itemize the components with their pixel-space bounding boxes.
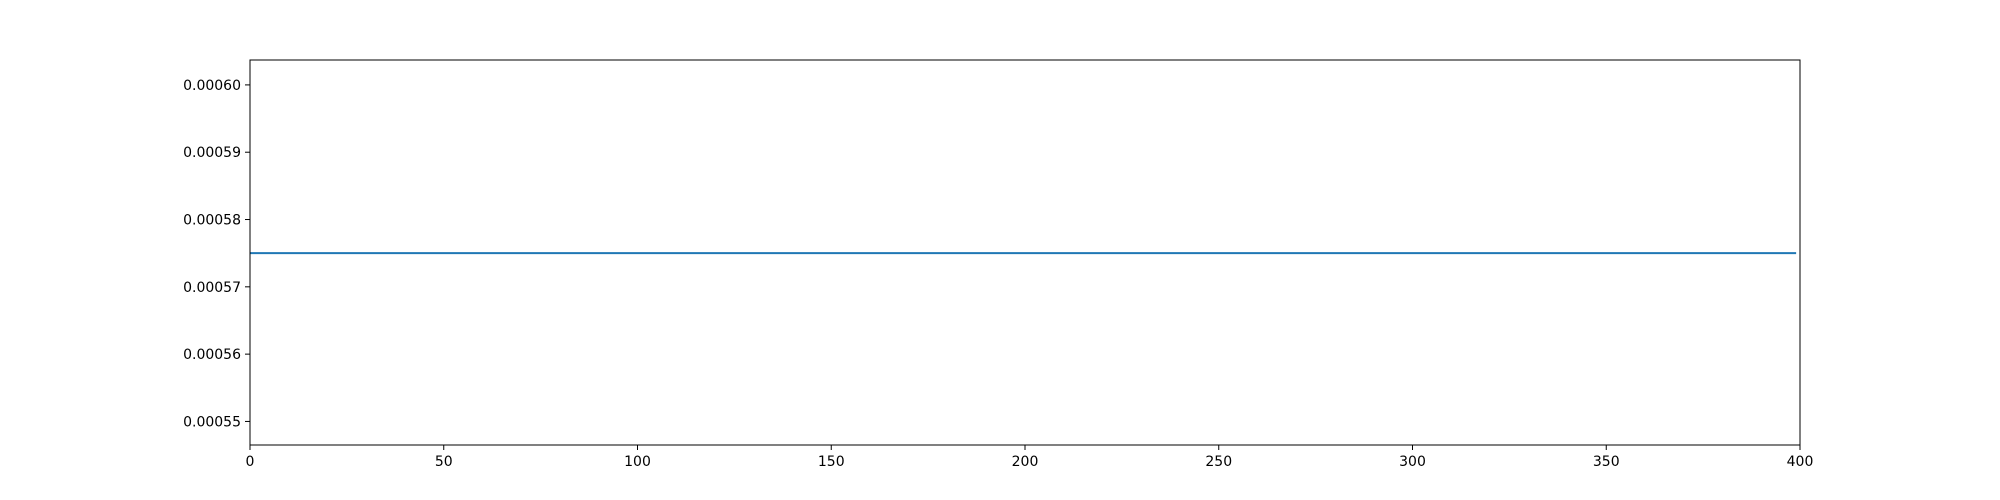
y-tick-label: 0.00056: [183, 347, 241, 363]
y-tick-label: 0.00058: [183, 213, 241, 229]
x-tick-label: 100: [624, 454, 651, 470]
x-tick-label: 350: [1593, 454, 1620, 470]
axes-frame: [249, 59, 1801, 446]
x-tick-label: 300: [1399, 454, 1426, 470]
y-tick-label: 0.00057: [183, 280, 241, 296]
y-tick-label: 0.00060: [183, 78, 241, 94]
x-tick-label: 50: [435, 454, 453, 470]
y-tick-label: 0.00059: [183, 145, 241, 161]
y-axis: 0.00055 0.00056 0.00057 0.00058 0.00059 0.000…: [183, 78, 250, 430]
x-tick-label: 400: [1787, 454, 1814, 470]
x-axis: 0 50 100 150 200 250 300 350 400: [246, 445, 1814, 470]
x-tick-label: 150: [818, 454, 845, 470]
x-tick-label: 0: [246, 454, 255, 470]
x-tick-label: 250: [1205, 454, 1232, 470]
y-tick-label: 0.00055: [183, 414, 241, 430]
x-tick-label: 200: [1012, 454, 1039, 470]
